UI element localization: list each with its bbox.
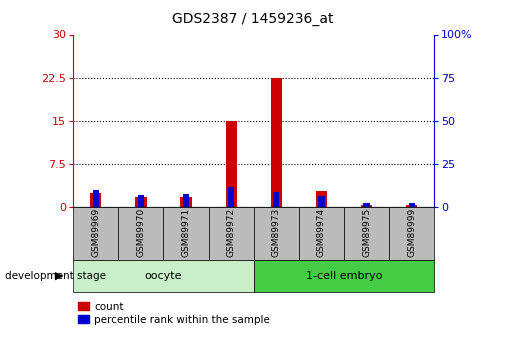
Bar <box>209 207 254 260</box>
Bar <box>344 207 389 260</box>
Text: GSM89974: GSM89974 <box>317 208 326 257</box>
Text: GSM89975: GSM89975 <box>362 208 371 257</box>
Bar <box>118 207 164 260</box>
Bar <box>389 207 434 260</box>
Bar <box>183 194 189 207</box>
Bar <box>90 193 102 207</box>
Bar <box>316 191 327 207</box>
Bar <box>273 193 279 207</box>
Bar <box>271 78 282 207</box>
Text: GSM89971: GSM89971 <box>182 208 190 257</box>
Bar <box>364 203 370 207</box>
Bar <box>409 203 415 207</box>
Bar <box>406 205 417 207</box>
Bar <box>180 197 192 207</box>
Bar <box>299 207 344 260</box>
Bar <box>138 195 144 207</box>
Text: GSM89969: GSM89969 <box>91 208 100 257</box>
Bar <box>254 207 299 260</box>
Text: GSM89973: GSM89973 <box>272 208 281 257</box>
Bar <box>135 197 146 207</box>
Legend: count, percentile rank within the sample: count, percentile rank within the sample <box>78 302 270 325</box>
Bar <box>226 121 237 207</box>
Bar <box>361 205 372 207</box>
Bar <box>164 207 209 260</box>
Text: GSM89999: GSM89999 <box>407 208 416 257</box>
Text: GSM89972: GSM89972 <box>227 208 236 257</box>
Bar <box>73 207 118 260</box>
Text: GSM89970: GSM89970 <box>136 208 145 257</box>
Bar <box>93 190 99 207</box>
Text: oocyte: oocyte <box>145 271 182 281</box>
Text: GDS2387 / 1459236_at: GDS2387 / 1459236_at <box>172 12 333 26</box>
Bar <box>73 260 254 292</box>
Bar <box>254 260 434 292</box>
Text: 1-cell embryo: 1-cell embryo <box>306 271 382 281</box>
Text: development stage: development stage <box>5 271 106 281</box>
Bar <box>228 187 234 207</box>
Bar <box>318 196 325 207</box>
Text: ▶: ▶ <box>55 271 63 281</box>
